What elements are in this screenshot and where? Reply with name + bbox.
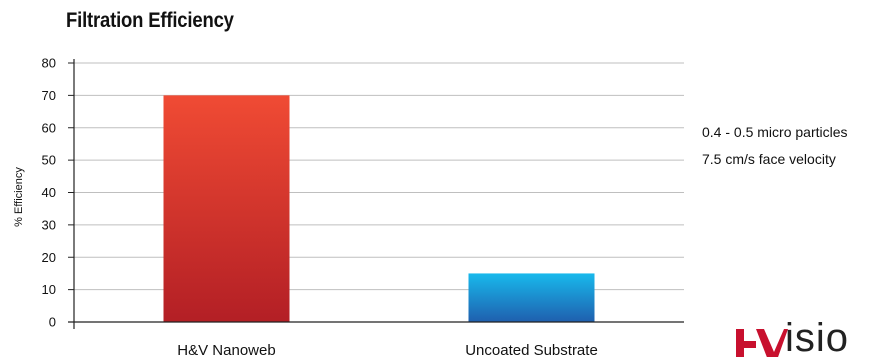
chart-title: Filtration Efficiency <box>66 9 234 32</box>
bar-0 <box>163 95 290 322</box>
bars <box>163 95 595 322</box>
y-tick-label: 0 <box>49 315 56 330</box>
hv-logo: isio <box>730 320 896 357</box>
gridlines <box>74 62 684 291</box>
y-axis-label: % Efficiency <box>13 167 25 227</box>
annotation-face-velocity: 7.5 cm/s face velocity <box>702 151 836 167</box>
y-tick-label: 30 <box>42 217 56 232</box>
y-tick-label: 20 <box>42 250 56 265</box>
y-tick-label: 40 <box>42 185 56 200</box>
hv-logo-mark <box>736 329 788 357</box>
tick-labels: 0 10 20 30 40 50 60 70 80 H&V Nanoweb Uncoated Sub… <box>42 56 598 357</box>
x-category-label: Uncoated Substrate <box>465 342 598 357</box>
bar-1 <box>468 273 595 322</box>
axes <box>68 59 684 329</box>
annotation-particle-size: 0.4 - 0.5 micro particles <box>702 124 848 140</box>
x-category-label: H&V Nanoweb <box>177 342 275 357</box>
y-tick-label: 60 <box>42 120 56 135</box>
y-tick-label: 10 <box>42 282 56 297</box>
logo-text: isio <box>785 320 850 357</box>
y-tick-label: 80 <box>42 56 56 71</box>
y-tick-label: 50 <box>42 153 56 168</box>
y-tick-label: 70 <box>42 88 56 103</box>
